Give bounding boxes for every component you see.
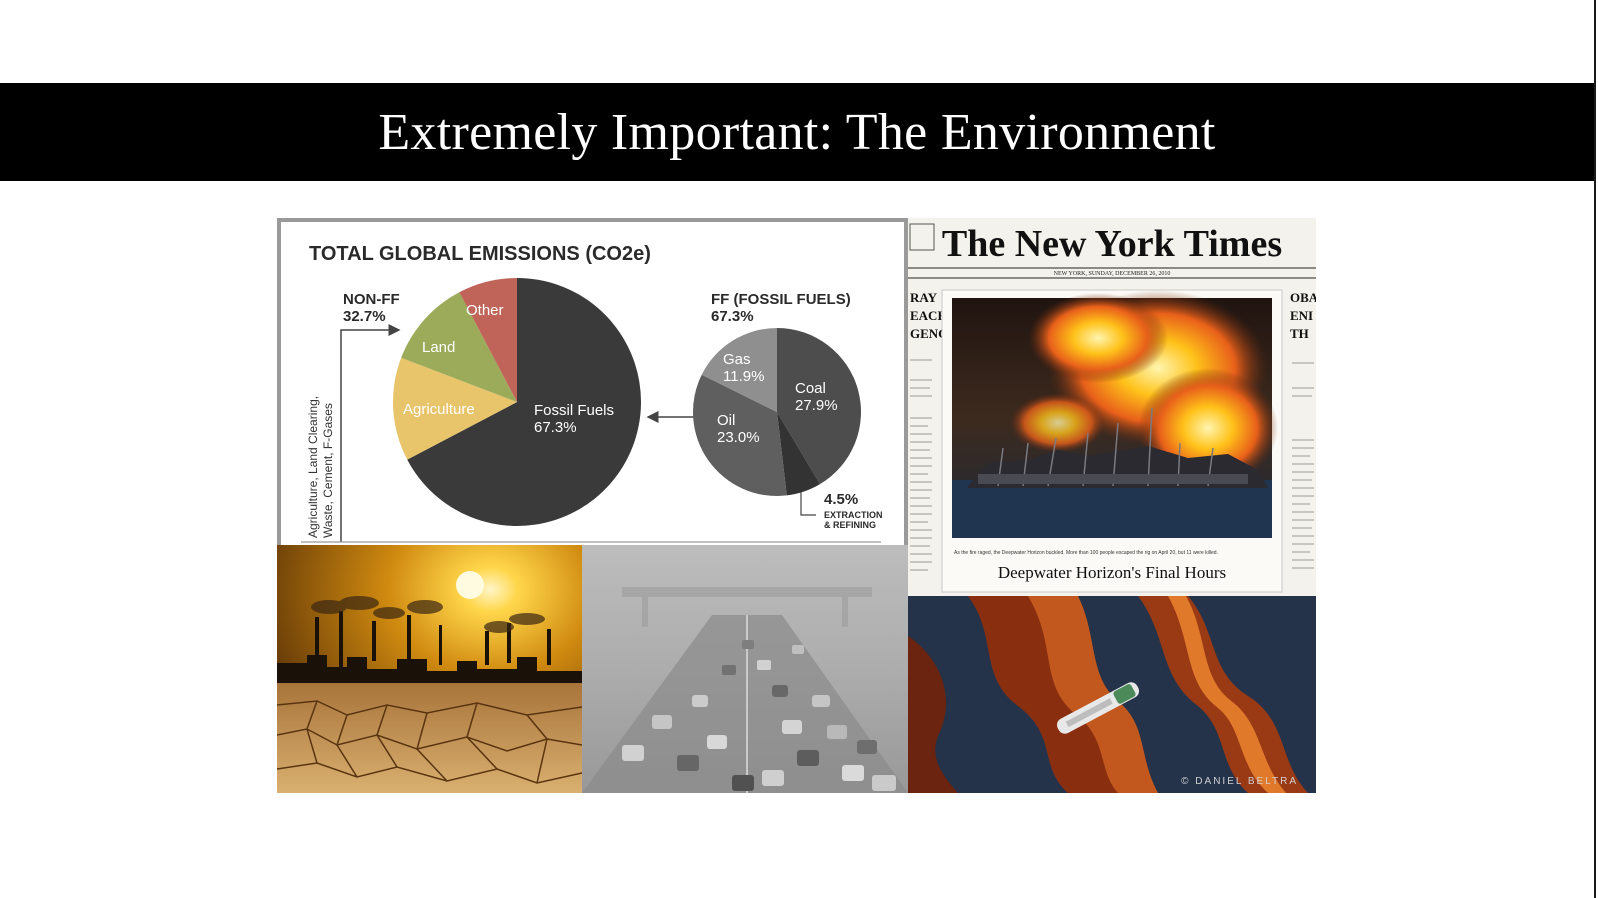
newspaper-svg: The New York Times NEW YORK, SUNDAY, DEC…: [908, 218, 1316, 596]
pie-slice-oil: [693, 374, 787, 496]
overpass: [622, 587, 872, 597]
title-bar: Extremely Important: The Environment: [0, 83, 1594, 181]
pie-slice-gas: [701, 328, 777, 412]
slice-label-agriculture: Agriculture: [403, 401, 475, 418]
extraction-leader: [800, 492, 816, 516]
newspaper-front-page: The New York Times NEW YORK, SUNDAY, DEC…: [908, 218, 1316, 596]
slide-title: Extremely Important: The Environment: [378, 103, 1216, 161]
vertical-note-line1: Agriculture, Land Clearing,: [306, 396, 320, 538]
cracked-ground: [277, 683, 582, 793]
factory-silhouette: [277, 611, 582, 685]
ff-label: FF (FOSSIL FUELS): [711, 291, 851, 308]
pie-slice-extraction-refining: [777, 412, 820, 496]
oil-spill-photo: © DANIEL BELTRA: [908, 596, 1316, 793]
ff-value: 67.3%: [711, 308, 754, 325]
left-headline-1: RAY: [910, 290, 938, 305]
newspaper-dateline: NEW YORK, SUNDAY, DECEMBER 26, 2010: [1054, 271, 1171, 277]
extraction-label-line2: & REFINING: [824, 520, 876, 530]
drought-svg: [277, 545, 582, 793]
slice-label-fossil-fuels: Fossil Fuels: [534, 402, 614, 419]
ff-pie: [693, 328, 861, 496]
emissions-chart: TOTAL GLOBAL EMISSIONS (CO2e) NON-FF 32.…: [277, 218, 908, 545]
extraction-label-line1: EXTRACTION: [824, 510, 883, 520]
slice-value-coal: 27.9%: [795, 397, 838, 414]
slice-label-coal: Coal: [795, 380, 826, 397]
pie-slice-fossil-fuels: [407, 278, 641, 526]
sun: [456, 571, 484, 599]
slice-label-oil: Oil: [717, 412, 735, 429]
emissions-chart-svg: TOTAL GLOBAL EMISSIONS (CO2e) NON-FF 32.…: [301, 243, 883, 543]
drought-factory-photo: [277, 545, 582, 793]
pie-slice-land: [401, 292, 517, 402]
cars: [622, 640, 896, 791]
pie-slice-coal: [777, 328, 861, 485]
non-ff-value: 32.7%: [343, 308, 386, 325]
chart-heading: TOTAL GLOBAL EMISSIONS (CO2e): [309, 243, 651, 265]
main-pie: [393, 278, 641, 526]
photo-credit: © DANIEL BELTRA: [1181, 776, 1298, 787]
highway: [582, 615, 908, 793]
slice-label-gas: Gas: [723, 351, 751, 368]
slice-value-gas: 11.9%: [723, 368, 764, 385]
newspaper-masthead: The New York Times: [942, 223, 1282, 265]
right-headline-2: ENI: [1290, 308, 1313, 323]
traffic-smog-photo: [582, 545, 908, 793]
non-ff-arrow: [340, 324, 401, 542]
right-headline-1: OBA: [1290, 290, 1316, 305]
slice-value-fossil-fuels: 67.3%: [534, 419, 577, 436]
slice-value-oil: 23.0%: [717, 429, 760, 446]
photo-caption-headline: Deepwater Horizon's Final Hours: [998, 563, 1226, 582]
non-ff-label: NON-FF: [343, 291, 400, 308]
pie-slice-agriculture: [393, 357, 517, 460]
traffic-svg: [582, 545, 908, 793]
svg-text:As the fire raged, the Deepwat: As the fire raged, the Deepwater Horizon…: [954, 550, 1218, 556]
right-column: OBA ENI TH: [1290, 290, 1316, 569]
slice-label-land: Land: [422, 339, 455, 356]
right-headline-3: TH: [1290, 326, 1309, 341]
pie-slice-other: [459, 278, 517, 402]
extraction-value: 4.5%: [824, 491, 858, 508]
slide-right-edge: [1594, 0, 1596, 898]
slice-label-other: Other: [466, 302, 504, 319]
left-headline-2: EACH: [910, 308, 948, 323]
oil-spill-svg: © DANIEL BELTRA: [908, 596, 1316, 793]
ship: [1056, 682, 1140, 734]
vertical-note-line2: Waste, Cement, F-Gases: [321, 403, 335, 538]
burning-rig-photo: As the fire raged, the Deepwater Horizon…: [952, 290, 1278, 582]
pie-labels: Fossil Fuels67.3%AgricultureLandOtherCoa…: [403, 302, 838, 446]
